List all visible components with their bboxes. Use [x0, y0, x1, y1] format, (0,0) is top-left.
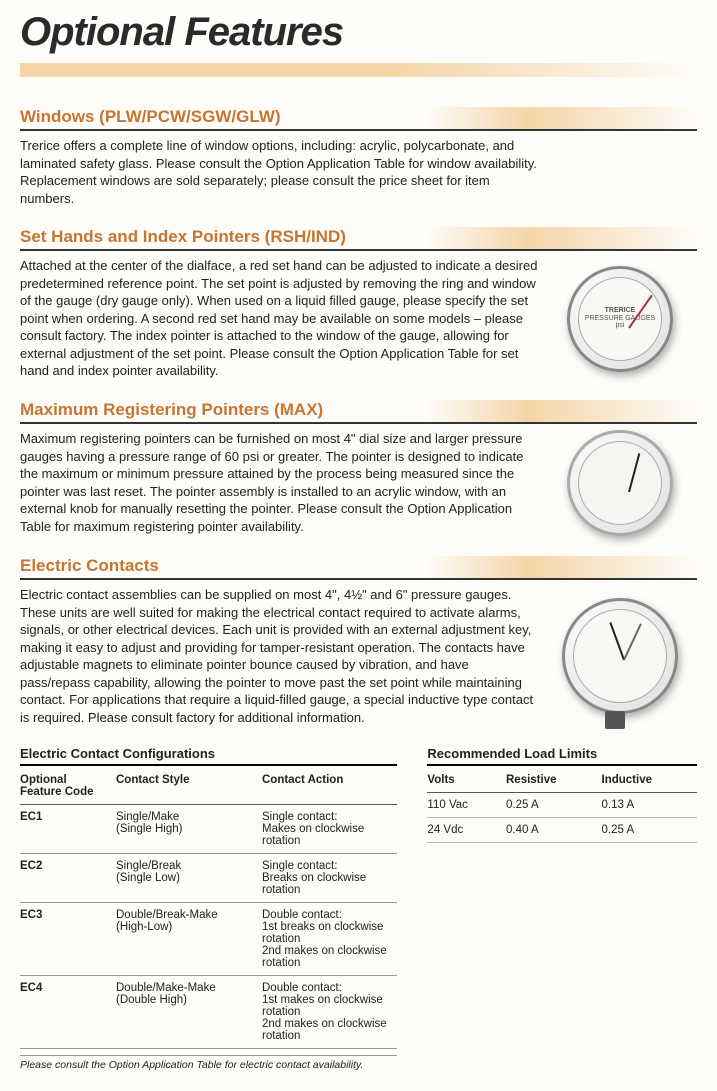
cell-style: Single/Make (Single High) — [116, 805, 262, 854]
gauge-brand: TRERICE — [605, 307, 636, 314]
tables-row: Electric Contact Configurations Optional… — [20, 746, 697, 1071]
gauge-image — [560, 586, 680, 726]
gauge-unit: psi — [616, 322, 625, 329]
load-table: Volts Resistive Inductive 110 Vac0.25 A0… — [427, 770, 697, 843]
table-row: EC4Double/Make-Make (Double High)Double … — [20, 976, 397, 1049]
table-row: EC1Single/Make (Single High)Single conta… — [20, 805, 397, 854]
page-title: Optional Features — [20, 10, 697, 55]
cell-style: Single/Break (Single Low) — [116, 854, 262, 903]
gauge-stem-icon — [605, 711, 625, 729]
th-style: Contact Style — [116, 770, 262, 805]
gauge-sub: PRESSURE GAUGES — [585, 315, 655, 322]
section-heading: Maximum Registering Pointers (MAX) — [20, 400, 697, 424]
table-row: EC2Single/Break (Single Low)Single conta… — [20, 854, 397, 903]
cell-action: Single contact: Makes on clockwise rotat… — [262, 805, 397, 854]
th-inductive: Inductive — [602, 770, 697, 793]
table-row: EC3Double/Break-Make (High-Low)Double co… — [20, 903, 397, 976]
cell-resistive: 0.40 A — [506, 818, 602, 843]
section-body: Trerice offers a complete line of window… — [20, 137, 540, 207]
section-body: Maximum registering pointers can be furn… — [20, 430, 540, 536]
config-table-block: Electric Contact Configurations Optional… — [20, 746, 397, 1071]
cell-volts: 110 Vac — [427, 793, 506, 818]
cell-resistive: 0.25 A — [506, 793, 602, 818]
gauge-image — [560, 430, 680, 536]
table-row: 110 Vac0.25 A0.13 A — [427, 793, 697, 818]
section-maxreg: Maximum Registering Pointers (MAX) Maxim… — [20, 400, 697, 536]
cell-volts: 24 Vdc — [427, 818, 506, 843]
section-heading: Windows (PLW/PCW/SGW/GLW) — [20, 107, 697, 131]
cell-code: EC4 — [20, 976, 116, 1049]
config-table-title: Electric Contact Configurations — [20, 746, 397, 766]
load-table-title: Recommended Load Limits — [427, 746, 697, 766]
title-underline — [20, 63, 697, 77]
cell-inductive: 0.13 A — [602, 793, 697, 818]
cell-style: Double/Make-Make (Double High) — [116, 976, 262, 1049]
gauge-image: TRERICE PRESSURE GAUGES psi — [560, 257, 680, 380]
config-footnote: Please consult the Option Application Ta… — [20, 1055, 397, 1071]
cell-action: Double contact: 1st makes on clockwise r… — [262, 976, 397, 1049]
cell-action: Single contact: Breaks on clockwise rota… — [262, 854, 397, 903]
table-row: 24 Vdc0.40 A0.25 A — [427, 818, 697, 843]
section-heading: Electric Contacts — [20, 556, 697, 580]
th-volts: Volts — [427, 770, 506, 793]
cell-inductive: 0.25 A — [602, 818, 697, 843]
th-action: Contact Action — [262, 770, 397, 805]
th-resistive: Resistive — [506, 770, 602, 793]
cell-action: Double contact: 1st breaks on clockwise … — [262, 903, 397, 976]
th-code: Optional Feature Code — [20, 770, 116, 805]
cell-style: Double/Break-Make (High-Low) — [116, 903, 262, 976]
load-table-block: Recommended Load Limits Volts Resistive … — [427, 746, 697, 1071]
cell-code: EC2 — [20, 854, 116, 903]
section-body: Attached at the center of the dialface, … — [20, 257, 540, 380]
config-table: Optional Feature Code Contact Style Cont… — [20, 770, 397, 1049]
section-body: Electric contact assemblies can be suppl… — [20, 586, 540, 726]
section-windows: Windows (PLW/PCW/SGW/GLW) Trerice offers… — [20, 107, 697, 207]
cell-code: EC3 — [20, 903, 116, 976]
section-sethands: Set Hands and Index Pointers (RSH/IND) A… — [20, 227, 697, 380]
section-heading: Set Hands and Index Pointers (RSH/IND) — [20, 227, 697, 251]
cell-code: EC1 — [20, 805, 116, 854]
section-electric: Electric Contacts Electric contact assem… — [20, 556, 697, 726]
